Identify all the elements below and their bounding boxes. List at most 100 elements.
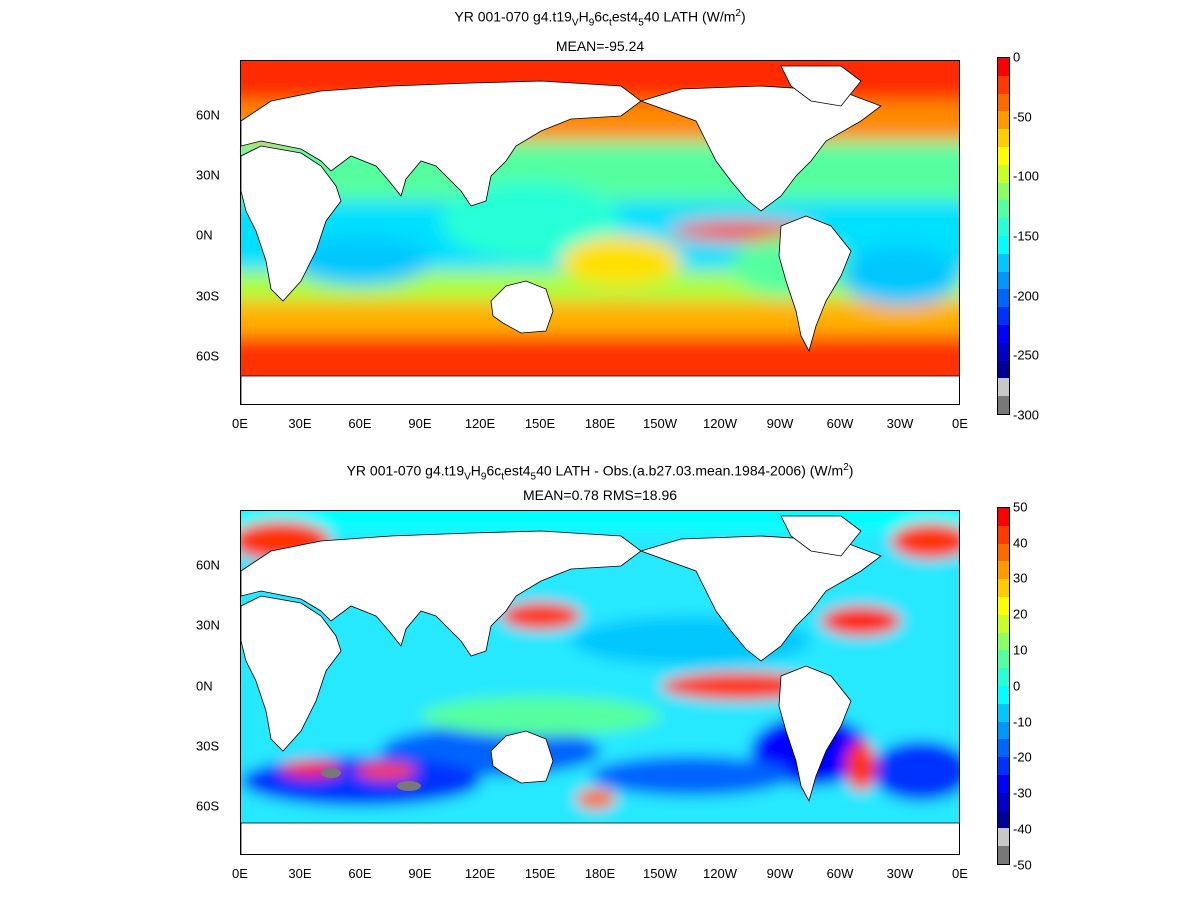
colorbar-swatch [998, 200, 1009, 219]
panel-subtitle: MEAN=0.78 RMS=18.96 [522, 487, 678, 503]
colorbar-swatch [998, 93, 1009, 112]
colorbar-label: -50 [1013, 109, 1032, 125]
colorbar-swatch [998, 828, 1009, 847]
lon-label: 90E [408, 416, 432, 431]
colorbar-swatch [998, 668, 1009, 686]
colorbar-swatch [998, 650, 1009, 669]
colorbar-swatch [998, 810, 1009, 829]
lat-label-30s: 30S [196, 288, 220, 304]
lon-label: 30W [886, 416, 914, 431]
colorbar [997, 507, 1010, 865]
colorbar-swatch [998, 846, 1009, 864]
colorbar-swatch [998, 218, 1009, 236]
colorbar-swatch [998, 721, 1009, 740]
lon-label: 0E [952, 866, 968, 881]
lat-label-60s: 60S [196, 348, 220, 364]
colorbar-label: 50 [1013, 499, 1028, 515]
colorbar-label: -30 [1013, 785, 1032, 801]
africa [241, 145, 342, 302]
colorbar-swatch [998, 579, 1009, 597]
colorbar-label: 10 [1013, 642, 1028, 658]
colorbar-label: -250 [1013, 347, 1040, 363]
colorbar-swatch [998, 378, 1009, 397]
colorbar-swatch [998, 129, 1009, 147]
colorbar-swatch [998, 774, 1009, 793]
colorbar-swatch [998, 182, 1009, 201]
panel-subtitle: MEAN=-95.24 [555, 38, 645, 54]
continents [241, 65, 959, 404]
colorbar-swatch [998, 685, 1009, 704]
lon-label: 30W [886, 866, 914, 881]
colorbar-label: -40 [1013, 821, 1032, 837]
lon-label: 120E [464, 866, 496, 881]
lat-label-30s: 30S [196, 738, 220, 754]
colorbar-label: -150 [1013, 228, 1040, 244]
south-america [778, 665, 852, 803]
colorbar-label: -200 [1013, 288, 1040, 304]
lon-label: 90W [766, 416, 794, 431]
masked-regions [321, 768, 421, 791]
colorbar-swatch [998, 525, 1009, 544]
colorbar-swatch [998, 253, 1009, 272]
colorbar-swatch [998, 543, 1009, 562]
australia [490, 280, 554, 334]
lat-label-60n: 60N [196, 557, 220, 573]
lath-map [240, 60, 960, 405]
colorbar-swatch [998, 307, 1009, 325]
greenland [780, 515, 862, 557]
colorbar-swatch [998, 75, 1009, 94]
colorbar-swatch [998, 324, 1009, 343]
colorbar-swatch [998, 703, 1009, 722]
australia [490, 730, 554, 784]
colorbar-swatch [998, 396, 1009, 414]
lon-label: 60W [826, 416, 854, 431]
eurasia [241, 530, 642, 657]
colorbar-swatch [998, 271, 1009, 290]
lon-label: 30E [288, 416, 312, 431]
colorbar-swatch [998, 360, 1009, 379]
lat-label-30n: 30N [196, 617, 220, 633]
lon-label: 60E [348, 866, 372, 881]
panel-title: YR 001-070 g4.t19VH96ctest4540 LATH - Ob… [346, 462, 854, 483]
lat-label-30n: 30N [196, 167, 220, 183]
colorbar-swatch [998, 792, 1009, 811]
colorbar-swatch [998, 289, 1009, 308]
colorbar-swatch [998, 146, 1009, 165]
panel-title: YR 001-070 g4.t19VH96ctest4540 LATH (W/m… [454, 8, 746, 29]
colorbar-swatch [998, 561, 1009, 580]
colorbar-label: 0 [1013, 678, 1021, 694]
colorbar-label: 0 [1013, 49, 1021, 65]
antarctica [241, 822, 959, 854]
panel-lath-minus-obs: YR 001-070 g4.t19VH96ctest4540 LATH - Ob… [0, 450, 1200, 900]
colorbar-label: 40 [1013, 535, 1028, 551]
lath-diff-map [240, 510, 960, 855]
colorbar-label: 30 [1013, 570, 1028, 586]
lon-label: 150W [643, 416, 677, 431]
lon-label: 90E [408, 866, 432, 881]
lon-label: 30E [288, 866, 312, 881]
colorbar-swatch [998, 757, 1009, 775]
lon-label: 120W [703, 866, 737, 881]
panel-lath-mean: YR 001-070 g4.t19VH96ctest4540 LATH (W/m… [196, 8, 1040, 431]
colorbar-label: -20 [1013, 749, 1032, 765]
eurasia [241, 80, 642, 207]
lat-label-0n: 0N [196, 678, 213, 694]
lon-label: 150W [643, 866, 677, 881]
lon-label: 60E [348, 416, 372, 431]
colorbar-swatch [998, 632, 1009, 651]
africa [241, 595, 342, 752]
lon-label: 0E [232, 416, 248, 431]
lon-label: 150E [524, 416, 556, 431]
colorbar-label: 20 [1013, 606, 1028, 622]
colorbar-swatch [998, 342, 1009, 361]
lat-label-0n: 0N [196, 227, 213, 243]
colorbar-swatch [998, 111, 1009, 130]
colorbar-swatch [998, 508, 1009, 526]
colorbar-swatch [998, 614, 1009, 633]
colorbar-swatch [998, 58, 1009, 76]
lon-label: 150E [524, 866, 556, 881]
colorbar-swatch [998, 739, 1009, 758]
colorbar [997, 57, 1010, 415]
lat-label-60n: 60N [196, 107, 220, 123]
antarctica [241, 375, 959, 404]
